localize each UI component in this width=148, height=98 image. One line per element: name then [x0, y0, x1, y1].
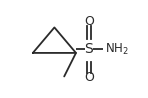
Text: NH$_2$: NH$_2$ [105, 42, 129, 57]
Text: S: S [84, 43, 93, 56]
Text: O: O [84, 71, 94, 84]
Text: O: O [84, 15, 94, 28]
